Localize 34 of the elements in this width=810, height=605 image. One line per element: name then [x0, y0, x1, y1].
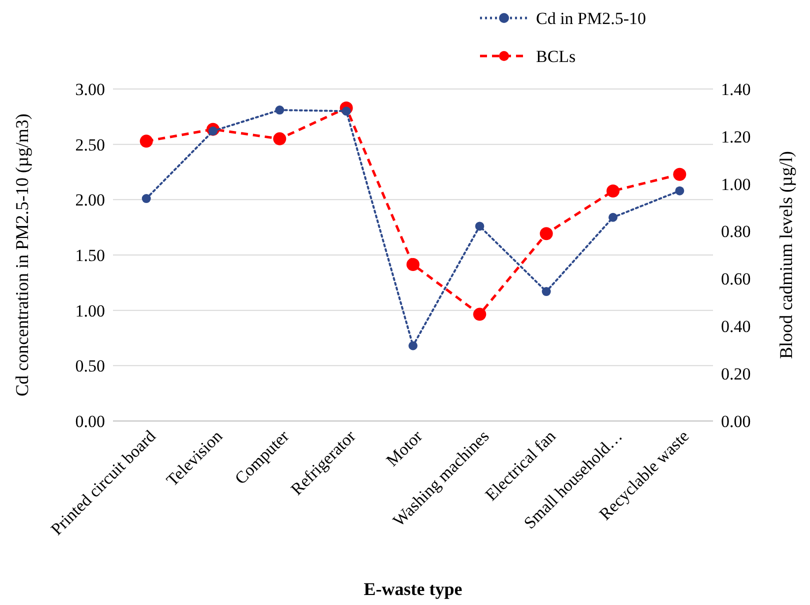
point	[606, 184, 620, 198]
x-axis-title: E-waste type	[364, 579, 462, 599]
point	[542, 287, 551, 296]
legend-label: BCLs	[536, 46, 576, 66]
y-tick-label: 1.50	[75, 246, 105, 265]
y2-tick-label: 0.20	[721, 364, 751, 384]
point	[408, 341, 418, 350]
y-axis-title: Cd concentration in PM2.5-10 (µg/m3)	[12, 114, 32, 396]
point	[608, 212, 618, 222]
point	[473, 308, 486, 321]
y2-tick-label: 0.40	[721, 317, 751, 336]
point	[675, 186, 684, 196]
legend-label: Cd in PM2.5-10	[536, 8, 646, 28]
y2-tick-label: 1.00	[721, 174, 751, 194]
y2-axis-title: Blood cadmium levels (µg/l)	[776, 151, 796, 359]
point	[273, 132, 286, 146]
y-tick-label: 2.50	[75, 135, 105, 154]
y-tick-label: 0.50	[75, 356, 105, 376]
y2-tick-label: 0.00	[721, 412, 751, 431]
y-tick-label: 1.00	[75, 301, 105, 320]
y-tick-label: 2.00	[75, 190, 105, 210]
y2-tick-label: 1.20	[721, 127, 751, 146]
point	[142, 194, 151, 204]
y-tick-label: 0.00	[75, 412, 105, 431]
point	[140, 134, 153, 148]
y2-tick-label: 1.40	[721, 80, 751, 99]
point	[673, 168, 686, 181]
y-tick-label: 3.00	[75, 80, 105, 99]
y2-tick-label: 0.60	[721, 270, 751, 289]
point	[275, 106, 284, 115]
point	[540, 227, 553, 240]
y2-tick-label: 0.80	[721, 222, 751, 242]
point	[475, 222, 484, 231]
point	[406, 258, 420, 271]
